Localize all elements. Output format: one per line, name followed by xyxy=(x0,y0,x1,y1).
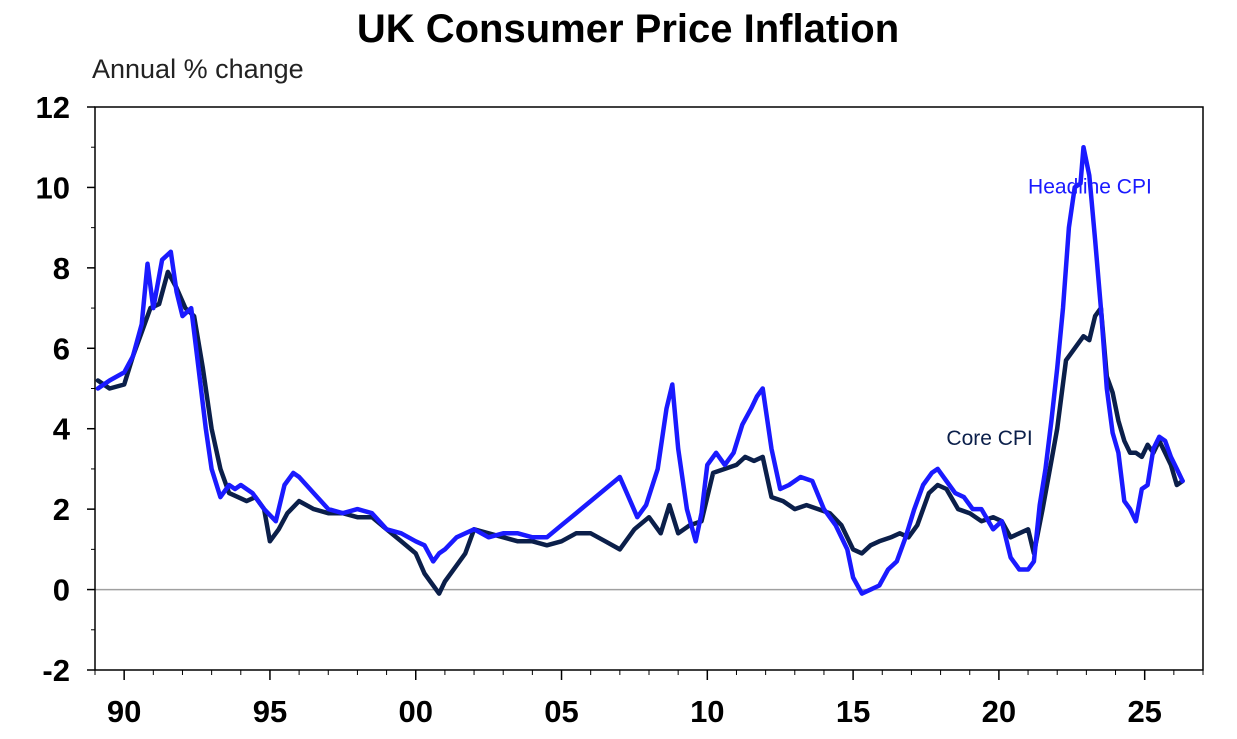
x-tick-label: 15 xyxy=(836,694,870,729)
series-lines xyxy=(95,144,1185,596)
x-tick-label: 00 xyxy=(398,694,432,729)
y-tick-label: 0 xyxy=(53,573,70,608)
x-tick-label: 20 xyxy=(982,694,1016,729)
x-tick-label: 10 xyxy=(690,694,724,729)
x-tick-label: 25 xyxy=(1127,694,1161,729)
y-tick-label: -2 xyxy=(42,653,70,688)
y-tick-label: 12 xyxy=(36,90,70,125)
x-tick-label: 95 xyxy=(253,694,287,729)
x-tick-label: 05 xyxy=(544,694,578,729)
plot-frame xyxy=(94,106,1204,671)
chart-title: UK Consumer Price Inflation xyxy=(357,7,899,51)
series-label-core-cpi: Core CPI xyxy=(946,427,1032,450)
chart-subtitle: Annual % change xyxy=(92,54,304,84)
series-line-core-cpi xyxy=(95,269,1185,596)
y-tick-label: 6 xyxy=(53,331,70,366)
x-tick-label: 90 xyxy=(107,694,141,729)
y-tick-label: 10 xyxy=(36,170,70,205)
annotations: Headline CPI Core CPI xyxy=(946,175,1151,449)
y-tick-label: 4 xyxy=(53,412,71,447)
y-tick-label: 2 xyxy=(53,492,70,527)
series-label-headline-cpi: Headline CPI xyxy=(1028,175,1152,198)
series-line-headline-cpi xyxy=(95,144,1185,596)
y-tick-label: 8 xyxy=(53,251,70,286)
